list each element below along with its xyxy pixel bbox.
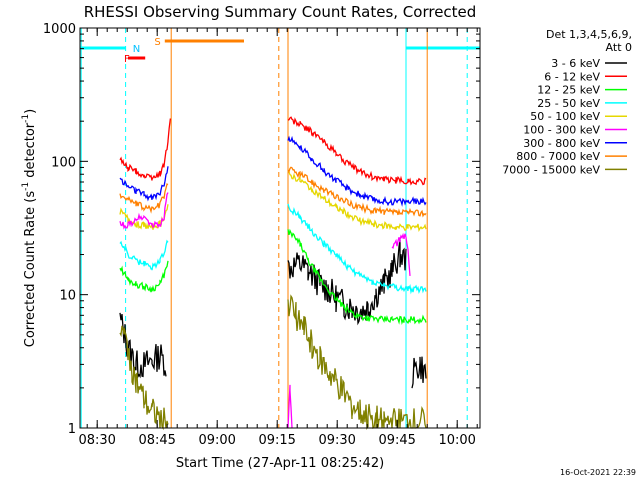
- y-tick-label: 10: [59, 289, 76, 304]
- flag-label-S: S: [154, 37, 160, 48]
- series-line: [287, 384, 293, 429]
- timestamp: 16-Oct-2021 22:39: [560, 468, 636, 477]
- series-line: [287, 166, 427, 218]
- legend-label: 6 - 12 keV: [544, 70, 600, 83]
- series-300-800-kev: [119, 135, 427, 207]
- x-tick-label: 10:00: [438, 433, 475, 448]
- y-tick-label: 1: [68, 422, 76, 437]
- series-3-6-kev: [119, 239, 427, 389]
- x-axis-label: Start Time (27-Apr-11 08:25:42): [176, 456, 384, 471]
- x-tick-label: 09:30: [318, 433, 355, 448]
- x-tick-label: 09:45: [378, 433, 415, 448]
- series-line: [287, 116, 427, 186]
- series-100-300-kev: [119, 192, 411, 429]
- series-line: [119, 239, 169, 271]
- series-line: [119, 325, 169, 431]
- series-line: [391, 232, 411, 276]
- series-line: [119, 118, 172, 181]
- y-tick-label: 1000: [43, 22, 76, 37]
- legend-label: 100 - 300 keV: [523, 124, 600, 137]
- series-line: [119, 192, 169, 230]
- x-tick-label: 08:45: [138, 433, 175, 448]
- series-line: [287, 135, 427, 207]
- legend-label: 300 - 800 keV: [523, 137, 600, 150]
- x-tick-label: 08:30: [78, 433, 115, 448]
- legend-label: 800 - 7000 keV: [516, 150, 600, 163]
- y-axis-label: Corrected Count Rate (s-1 detector-1): [21, 109, 38, 347]
- series-line: [287, 294, 427, 431]
- series-7000-15000-kev: [119, 294, 427, 431]
- series-line: [119, 183, 169, 214]
- series-line: [119, 166, 169, 202]
- x-tick-label: 09:15: [258, 433, 295, 448]
- legend-label: 25 - 50 keV: [537, 97, 600, 110]
- series-line: [411, 356, 427, 389]
- y-axis-label-exponent-1: -1: [21, 182, 31, 191]
- plot-area: FN S: [80, 28, 480, 431]
- legend-label: 7000 - 15000 keV: [502, 163, 600, 176]
- flag-label-F: F: [124, 54, 130, 65]
- legend-label: 50 - 100 keV: [530, 110, 600, 123]
- series-line: [287, 228, 427, 325]
- legend-header: Att 0: [606, 41, 632, 54]
- flag-label-N: N: [133, 44, 140, 55]
- y-axis-label-exponent-2: -1: [21, 114, 31, 123]
- series-12-25-kev: [119, 228, 427, 325]
- series-line: [287, 170, 427, 232]
- legend-label: 3 - 6 keV: [551, 57, 600, 70]
- series-line: [119, 260, 169, 293]
- series-line: [287, 203, 427, 295]
- legend-header: Det 1,3,4,5,6,9,: [546, 28, 632, 41]
- plot-frame: [79, 27, 481, 429]
- y-tick-label: 100: [51, 155, 76, 170]
- y-axis-label-main: Corrected Count Rate (s: [23, 191, 38, 348]
- y-axis-label-middle: detector: [23, 122, 38, 182]
- series-25-50-kev: [119, 203, 427, 295]
- series-50-100-kev: [119, 170, 427, 232]
- series-6-12-kev: [119, 116, 427, 186]
- legend-label: 12 - 25 keV: [537, 84, 600, 97]
- x-tick-label: 09:00: [198, 433, 235, 448]
- series-line: [119, 204, 169, 230]
- axes: 1 10 100 1000 08:30 08:45 09:00 09:15 09:30 09:45…: [43, 22, 481, 448]
- series-800-7000-kev: [119, 166, 427, 218]
- chart-title: RHESSI Observing Summary Count Rates, Co…: [84, 3, 477, 21]
- y-axis-label-end: ): [23, 109, 38, 114]
